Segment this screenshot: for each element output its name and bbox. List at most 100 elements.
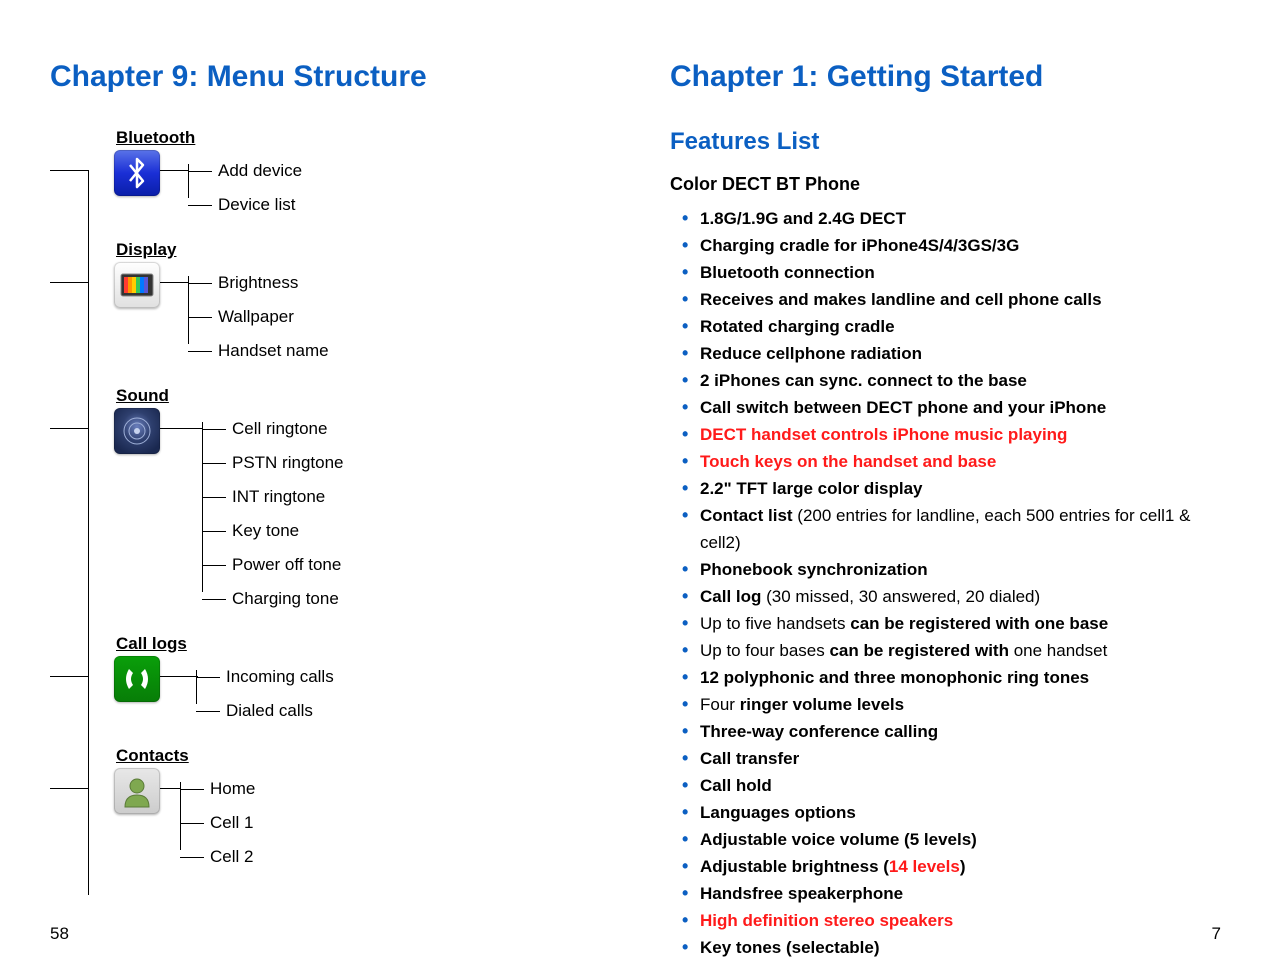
tree-connector: [188, 205, 212, 206]
tree-connector: [188, 351, 212, 352]
menu-item: Cell 2: [210, 847, 253, 867]
menu-item: Incoming calls: [226, 667, 334, 687]
menu-item: INT ringtone: [232, 487, 325, 507]
feature-item: Languages options: [682, 799, 1233, 826]
tree-connector: [160, 282, 188, 283]
feature-item: Four ringer volume levels: [682, 691, 1233, 718]
menu-tree: Bluetooth Add device Device list Display: [88, 128, 600, 874]
display-icon: [114, 262, 160, 308]
feature-item: Call switch between DECT phone and your …: [682, 394, 1233, 421]
menu-item: Wallpaper: [218, 307, 294, 327]
menu-item: Home: [210, 779, 255, 799]
subitems: Cell ringtone PSTN ringtone INT ringtone…: [212, 412, 600, 616]
right-page: Chapter 1: Getting Started Features List…: [670, 60, 1233, 961]
tree-connector: [188, 164, 189, 198]
tree-connector: [50, 676, 88, 677]
tree-connector: [188, 171, 212, 172]
chapter-title-right: Chapter 1: Getting Started: [670, 60, 1233, 94]
feature-item: 2.2" TFT large color display: [682, 475, 1233, 502]
feature-item: Touch keys on the handset and base: [682, 448, 1233, 475]
feature-item: Adjustable brightness (14 levels): [682, 853, 1233, 880]
features-list: 1.8G/1.9G and 2.4G DECTCharging cradle f…: [670, 205, 1233, 961]
menu-item: Charging tone: [232, 589, 339, 609]
tree-connector: [50, 788, 88, 789]
feature-item: Adjustable voice volume (5 levels): [682, 826, 1233, 853]
subitems: Home Cell 1 Cell 2: [190, 772, 600, 874]
feature-item: Call log (30 missed, 30 answered, 20 dia…: [682, 583, 1233, 610]
tree-connector: [180, 857, 204, 858]
feature-item: Key tones (selectable): [682, 934, 1233, 961]
tree-connector: [188, 283, 212, 284]
tree-connector: [160, 170, 188, 171]
tree-connector: [50, 282, 88, 283]
tree-connector: [202, 565, 226, 566]
feature-item: 2 iPhones can sync. connect to the base: [682, 367, 1233, 394]
menu-item: Add device: [218, 161, 302, 181]
tree-connector: [202, 429, 226, 430]
tree-connector: [180, 782, 181, 850]
tree-connector: [202, 531, 226, 532]
feature-item: Call transfer: [682, 745, 1233, 772]
tree-section-sound: Sound Cell ringtone PSTN ringtone INT ri…: [88, 386, 600, 616]
tree-connector: [196, 711, 220, 712]
tree-connector: [160, 788, 180, 789]
tree-connector: [202, 422, 203, 592]
menu-item: Key tone: [232, 521, 299, 541]
calllogs-icon: [114, 656, 160, 702]
feature-item: Call hold: [682, 772, 1233, 799]
feature-item: Up to four bases can be registered with …: [682, 637, 1233, 664]
feature-item: 12 polyphonic and three monophonic ring …: [682, 664, 1233, 691]
left-page: Chapter 9: Menu Structure Bluetooth Add …: [50, 60, 600, 961]
menu-item: Dialed calls: [226, 701, 313, 721]
feature-item: Phonebook synchronization: [682, 556, 1233, 583]
menu-item: PSTN ringtone: [232, 453, 344, 473]
tree-connector: [50, 170, 88, 171]
feature-item: Handsfree speakerphone: [682, 880, 1233, 907]
tree-connector: [196, 677, 220, 678]
menu-item: Cell 1: [210, 813, 253, 833]
tree-connector: [188, 317, 212, 318]
sound-icon: [114, 408, 160, 454]
tree-section-contacts: Contacts Home Cell 1 Cell 2: [88, 746, 600, 874]
tree-section-calllogs: Call logs Incoming calls Dialed calls: [88, 634, 600, 728]
tree-connector: [196, 670, 197, 704]
feature-item: Bluetooth connection: [682, 259, 1233, 286]
menu-item: Cell ringtone: [232, 419, 327, 439]
tree-connector: [160, 428, 202, 429]
feature-item: Up to five handsets can be registered wi…: [682, 610, 1233, 637]
feature-item: Receives and makes landline and cell pho…: [682, 286, 1233, 313]
tree-section-bluetooth: Bluetooth Add device Device list: [88, 128, 600, 222]
feature-item: Charging cradle for iPhone4S/4/3GS/3G: [682, 232, 1233, 259]
section-label: Call logs: [116, 634, 600, 654]
menu-item: Device list: [218, 195, 295, 215]
bluetooth-icon: [114, 150, 160, 196]
section-label: Sound: [116, 386, 600, 406]
tree-connector: [202, 497, 226, 498]
menu-item: Brightness: [218, 273, 298, 293]
section-label: Display: [116, 240, 600, 260]
feature-item: DECT handset controls iPhone music playi…: [682, 421, 1233, 448]
tree-section-display: Display Brightness Wallpaper Handset nam…: [88, 240, 600, 368]
subitems: Brightness Wallpaper Handset name: [198, 266, 600, 368]
feature-item: Three-way conference calling: [682, 718, 1233, 745]
feature-item: Rotated charging cradle: [682, 313, 1233, 340]
feature-item: Contact list (200 entries for landline, …: [682, 502, 1233, 556]
tree-connector: [160, 676, 198, 677]
menu-item: Handset name: [218, 341, 329, 361]
page-number-right: 7: [1212, 924, 1221, 944]
chapter-title-left: Chapter 9: Menu Structure: [50, 60, 600, 94]
feature-item: Reduce cellphone radiation: [682, 340, 1233, 367]
section-label: Contacts: [116, 746, 600, 766]
tree-connector: [180, 789, 204, 790]
tree-connector: [188, 276, 189, 344]
tree-connector: [202, 463, 226, 464]
page-number-left: 58: [50, 924, 69, 944]
menu-item: Power off tone: [232, 555, 341, 575]
contacts-icon: [114, 768, 160, 814]
section-title: Features List: [670, 128, 1233, 156]
subtitle: Color DECT BT Phone: [670, 174, 1233, 195]
feature-item: 1.8G/1.9G and 2.4G DECT: [682, 205, 1233, 232]
section-label: Bluetooth: [116, 128, 600, 148]
tree-connector: [50, 428, 88, 429]
subitems: Add device Device list: [198, 154, 600, 222]
